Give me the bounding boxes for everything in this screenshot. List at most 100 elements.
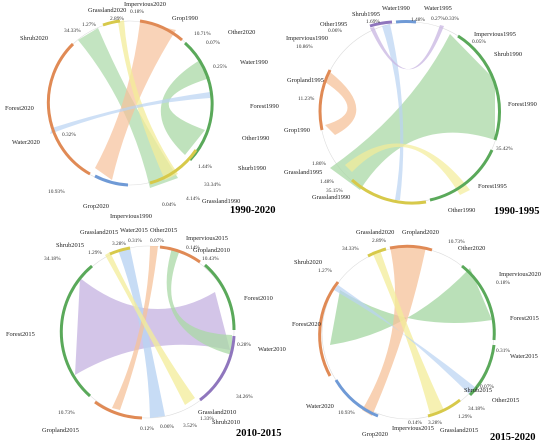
pct-p2-8: 35.42% [496, 146, 513, 152]
pct-p4-2: 10.73% [448, 239, 465, 245]
label-p3-shrub2010: Shrub2010 [212, 419, 240, 426]
label-p1-impervious1990: Impervious1990 [110, 213, 152, 220]
pct-p3-8: 34.26% [236, 394, 253, 400]
pct-p3-7: 0.28% [237, 342, 251, 348]
label-p4-grop2020: Grop2020 [362, 431, 388, 438]
label-p1-grop1990: Grop1990 [172, 15, 198, 22]
pct-p2-11: 35.15% [326, 188, 343, 194]
arc-crop2015-3 [94, 400, 143, 420]
pct-p2-0: 0.06% [328, 28, 342, 34]
label-p1-forest2020: Forest2020 [5, 105, 34, 112]
ribbon-crop-4 [362, 247, 426, 416]
label-p2-impervious1995: Impervious1995 [474, 31, 516, 38]
panel-2015-2020: Grassland2020 Gropland2020 Other2020 Shr… [292, 229, 541, 443]
ribbon-forest-main-4 [330, 268, 492, 345]
pct-p2-4: 0.33% [445, 16, 459, 22]
label-p1-shrub2020: Shrub2020 [20, 35, 48, 42]
label-p4-water2020: Water2020 [306, 403, 334, 410]
pct-p3-13: 1.33% [200, 416, 214, 422]
pct-p3-5: 0.14% [186, 245, 200, 251]
arc-shrub-2 [369, 20, 393, 28]
label-p2-other1995: Other1995 [320, 21, 347, 28]
panel-1990-1995: Shrub1995 Other1995 Water1990 Water1995 … [284, 5, 540, 217]
label-p2-forest1990: Forest1990 [508, 101, 537, 108]
ribbon-shrub-main-3 [75, 278, 230, 375]
label-p1-impervious2020: Impervious2020 [124, 1, 166, 8]
ribbon-water-2 [382, 24, 404, 200]
arc-crop2010-3 [159, 245, 201, 264]
label-p1-water2020: Water2020 [12, 139, 40, 146]
pct-p2-7: 11.23% [298, 96, 315, 102]
label-p1-other1990: Other1990 [242, 135, 269, 142]
pct-p3-1: 3.28% [112, 241, 126, 247]
pct-p1-6: 0.32% [62, 132, 76, 138]
label-p3-impervious2015: Impervious2015 [186, 235, 228, 242]
pct-p1-11: 10.93% [48, 189, 65, 195]
label-p3-gropland2010: Gropland2010 [193, 247, 230, 254]
label-p4-shrub2015: Shrub2015 [464, 387, 492, 394]
ribbon-forest-forest [160, 60, 210, 155]
pct-p1-8: 33.34% [204, 182, 221, 188]
pct-p2-9: 1.86% [312, 161, 326, 167]
label-p3-forest2015: Forest2015 [6, 331, 35, 338]
label-p1-other2020: Other2020 [228, 29, 255, 36]
pct-p2-6: 10.86% [296, 44, 313, 50]
pct-p4-5: 0.31% [496, 348, 510, 354]
label-p1-forest1990: Forest1990 [250, 103, 279, 110]
pct-p3-12: 3.52% [183, 423, 197, 429]
arc-forest2020 [46, 42, 91, 176]
ribbon-shrub-2 [370, 25, 444, 70]
arc-grass2020 [102, 19, 121, 27]
label-p2-shrub1990: Shrub1990 [494, 51, 522, 58]
arc-crop1990 [139, 19, 183, 42]
label-p4-forest2020: Forest2020 [292, 321, 321, 328]
pct-p2-3: 0.27% [431, 16, 445, 22]
label-p3-water2010: Water2010 [258, 346, 286, 353]
pct-p3-10: 0.12% [140, 426, 154, 432]
arc-water-2 [395, 19, 417, 24]
label-p4-gropland2020: Gropland2020 [402, 229, 439, 236]
pct-p3-6: 10.43% [202, 256, 219, 262]
pct-p4-4: 0.18% [496, 280, 510, 286]
arc-forest2015-3 [59, 264, 93, 398]
pct-p4-7: 34.18% [468, 406, 485, 412]
arc-forest2020-4 [318, 281, 340, 377]
label-p1-grassland2020: Grassland2020 [88, 7, 126, 14]
ribbon-grass-4 [372, 250, 444, 414]
panel-2010-2015: Grassland2015 Shrub2015 Water2015 Other2… [6, 227, 286, 439]
ribbon-grass-3 [105, 252, 195, 405]
label-p1-grop2020: Grop2020 [83, 203, 109, 210]
arc-grop2020 [94, 174, 129, 187]
ribbon-crop-2 [325, 72, 357, 135]
pct-p1-0: 34.33% [64, 28, 81, 34]
pct-p1-4: 0.07% [206, 40, 220, 46]
pct-p3-11: 0.06% [160, 424, 174, 430]
arc-crop1995-2 [318, 69, 332, 131]
label-p2-grassland1990: Grassland1990 [312, 194, 350, 201]
pct-p3-4: 0.07% [150, 238, 164, 244]
label-p4-impervious2015: Impervious2015 [392, 425, 434, 432]
pct-p1-10: 0.04% [162, 202, 176, 208]
label-p2-gropland1995: Gropland1995 [287, 77, 324, 84]
pct-p4-3: 1.27% [318, 268, 332, 274]
label-p4-other2015: Other2015 [492, 397, 519, 404]
arc-forest1995-2 [429, 149, 494, 202]
label-p4-other2020: Other2020 [458, 245, 485, 252]
label-p3-other2015: Other2015 [150, 227, 177, 234]
arc-grass1990 [149, 149, 198, 185]
label-p4-shrub2020: Shrub2020 [294, 259, 322, 266]
pct-p3-9: 10.73% [58, 410, 75, 416]
pct-p4-11: 0.14% [408, 420, 422, 426]
label-p4-grassland2020: Grassland2020 [356, 229, 394, 236]
label-p1-water1990: Water1990 [240, 59, 268, 66]
arc-grass2020-4 [367, 247, 387, 258]
arc-forest1990 [183, 41, 214, 162]
panel-title-1990-2020: 1990-2020 [230, 205, 276, 216]
label-p2-grop1990: Grop1990 [284, 127, 310, 134]
label-p1-grassland1990: Grassland1990 [202, 198, 240, 205]
pct-p3-3: 0.31% [128, 238, 142, 244]
pct-p3-0: 1.29% [88, 250, 102, 256]
pct-p2-5: 0.05% [472, 39, 486, 45]
arc-water2020-4 [334, 379, 379, 418]
